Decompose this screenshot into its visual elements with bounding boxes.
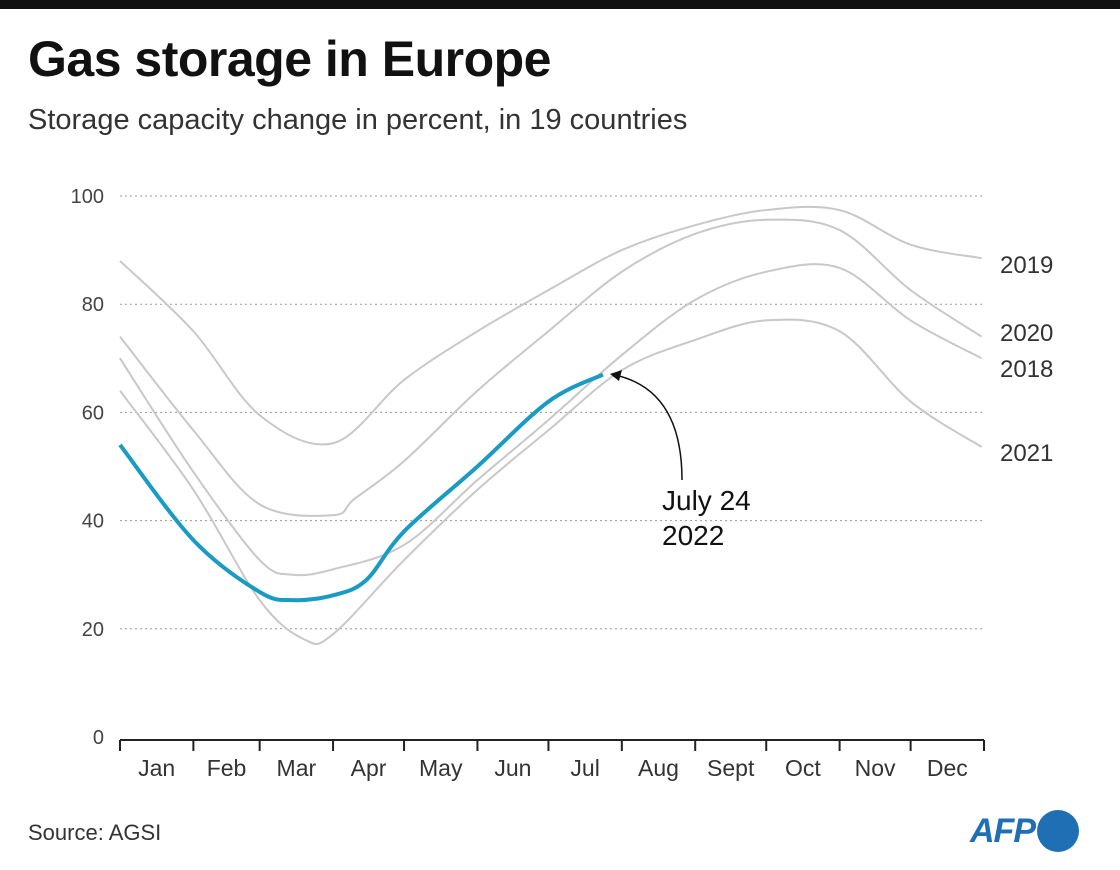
annotation-year: 2022 (662, 520, 724, 551)
y-tick-label: 80 (82, 294, 104, 316)
x-tick-label: Sept (707, 755, 755, 781)
series-line-2022 (118, 372, 604, 603)
series-label-2021: 2021 (1000, 440, 1053, 467)
x-tick-label: Mar (277, 755, 317, 781)
series-line-2020 (119, 218, 983, 517)
source-note: Source: AGSI (28, 820, 162, 845)
y-tick-label: 100 (71, 186, 104, 208)
series-line-2021 (119, 318, 983, 646)
y-tick-label: 20 (82, 619, 104, 641)
logo-text: AFP (970, 811, 1036, 850)
x-tick-label: Apr (351, 755, 387, 781)
series-label-2020: 2020 (1000, 320, 1053, 347)
x-tick-label: Feb (207, 755, 247, 781)
x-tick-label: Aug (638, 755, 679, 781)
series-line-2018 (119, 263, 983, 577)
x-tick-label: Dec (927, 755, 968, 781)
y-tick-label: 40 (82, 511, 104, 533)
x-tick-label: May (419, 755, 463, 781)
series-label-2018: 2018 (1000, 356, 1053, 383)
x-tick-label: Jun (494, 755, 531, 781)
x-tick-label: Jan (138, 755, 175, 781)
chart-subtitle: Storage capacity change in percent, in 1… (28, 104, 688, 136)
annotation-arrow (614, 374, 683, 481)
x-tick-label: Nov (855, 755, 896, 781)
y-tick-label: 60 (82, 402, 104, 424)
annotation-date: July 24 (662, 485, 751, 516)
series-line-2019 (119, 205, 982, 446)
y-tick-label: 0 (93, 727, 104, 749)
x-tick-label: Jul (570, 755, 599, 781)
arrowhead-icon (610, 370, 622, 381)
chart-title: Gas storage in Europe (28, 31, 551, 87)
afp-logo: AFP (970, 810, 1079, 852)
x-tick-label: Oct (785, 755, 821, 781)
top-bar (0, 0, 1120, 9)
series-label-2019: 2019 (1000, 252, 1053, 279)
logo-dot-icon (1037, 810, 1079, 852)
